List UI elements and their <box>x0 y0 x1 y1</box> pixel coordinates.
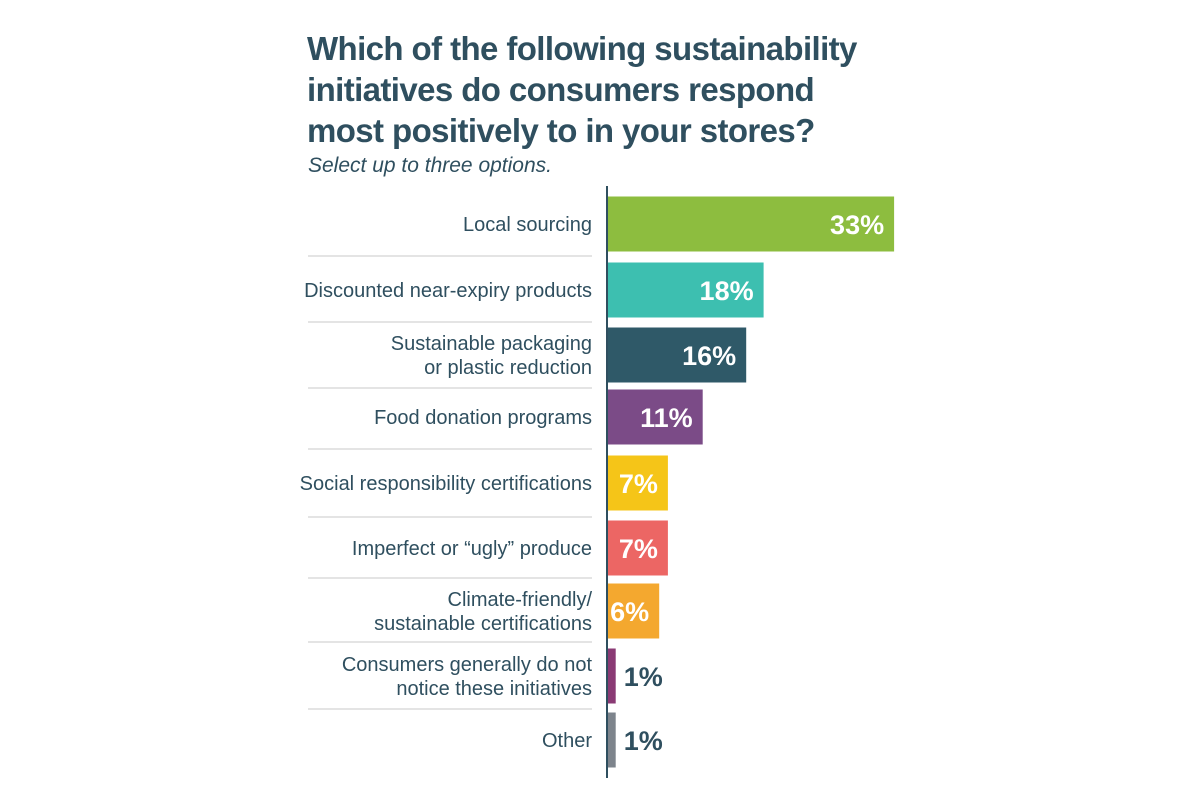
bar <box>607 583 660 639</box>
data-label: 11% <box>640 403 693 433</box>
bar <box>607 648 616 704</box>
category-label: Imperfect or “ugly” produce <box>352 538 592 560</box>
category-label: Food donation programs <box>374 407 592 429</box>
category-label: Consumers generally do not notice these i… <box>342 654 593 700</box>
bar <box>607 455 668 511</box>
bar <box>607 389 703 445</box>
data-label: 18% <box>700 276 754 306</box>
bar <box>607 520 668 576</box>
data-label: 1% <box>624 662 663 692</box>
category-label: Other <box>542 730 592 752</box>
category-label: Climate-friendly/sustainable certificati… <box>374 589 592 635</box>
bar <box>607 196 895 252</box>
data-label: 16% <box>682 341 736 371</box>
data-label: 7% <box>619 534 658 564</box>
data-label: 1% <box>624 726 663 756</box>
data-label: 7% <box>619 469 658 499</box>
data-label: 6% <box>610 597 649 627</box>
category-label: Local sourcing <box>463 214 592 236</box>
category-label: Sustainable packaging or plastic reductio… <box>391 333 592 379</box>
bar <box>607 262 764 318</box>
category-label: Discounted near-expiry products <box>304 280 592 302</box>
data-label: 33% <box>830 210 884 240</box>
category-label: Social responsibility certifications <box>300 473 592 495</box>
bar <box>607 327 747 383</box>
chart-subtitle: Select up to three options. <box>308 154 552 177</box>
bar <box>607 712 616 768</box>
chart-title: Which of the following sustainability in… <box>307 30 857 149</box>
